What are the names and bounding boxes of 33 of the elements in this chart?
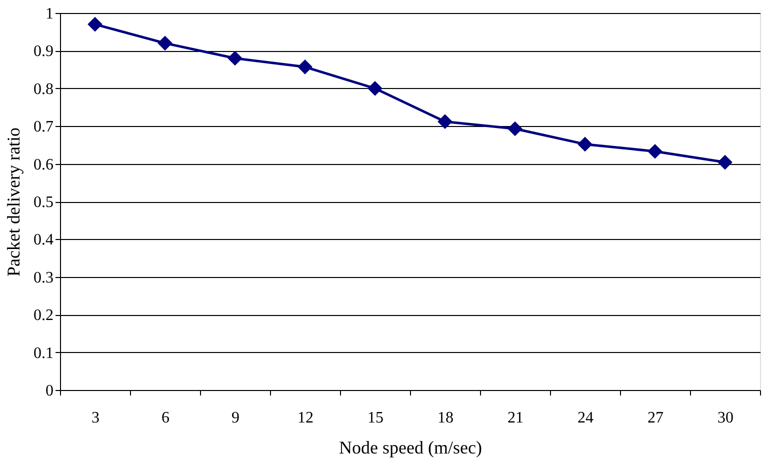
point	[718, 154, 732, 170]
point	[578, 136, 592, 152]
point	[648, 144, 662, 159]
x-tick-label: 24	[578, 410, 594, 426]
x-tick-label: 30	[718, 410, 734, 426]
x-axis-title: Node speed (m/sec)	[339, 438, 482, 458]
y-tick-label: 0.9	[34, 43, 54, 60]
point	[228, 50, 242, 66]
y-tick-label: 0.5	[34, 194, 54, 211]
x-tick-label: 9	[232, 410, 240, 426]
x-tick-label: 18	[438, 410, 454, 426]
point	[158, 36, 172, 51]
point	[508, 121, 522, 136]
point	[368, 80, 382, 96]
y-tick-label: 0.1	[34, 344, 54, 362]
y-tick-label: 0.4	[34, 232, 54, 249]
x-tick-label: 15	[368, 410, 384, 426]
y-tick-label: 1	[46, 6, 54, 22]
x-tick-label: 3	[92, 410, 100, 426]
point	[88, 16, 102, 32]
x-tick-label: 12	[298, 410, 314, 426]
x-tick-label: 6	[162, 410, 170, 426]
y-tick-label: 0.7	[34, 118, 54, 136]
y-tick-label: 0.2	[34, 307, 54, 324]
y-axis-title: Packet delivery ratio	[4, 128, 24, 276]
x-tick-label: 21	[508, 410, 524, 426]
y-tick-label: 0.3	[34, 269, 54, 286]
point	[298, 59, 312, 74]
point	[438, 114, 452, 129]
y-tick-label: 0	[46, 382, 54, 400]
y-tick-label: 0.6	[34, 156, 54, 174]
x-tick-label: 27	[648, 410, 664, 426]
y-tick-label: 0.8	[34, 80, 54, 98]
